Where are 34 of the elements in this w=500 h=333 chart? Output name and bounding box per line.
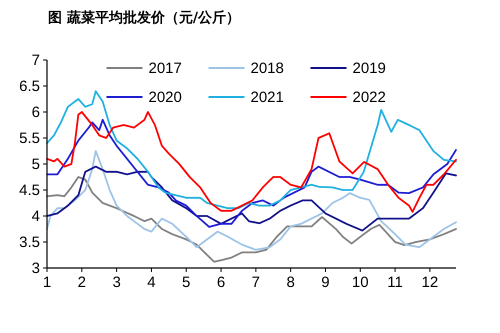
y-tick-label: 7 [32, 52, 40, 69]
x-tick-label: 12 [422, 274, 438, 291]
x-tick-label: 9 [321, 274, 330, 291]
x-tick-label: 2 [78, 274, 86, 291]
line-series [46, 111, 457, 213]
y-tick-label: 3.5 [19, 234, 40, 251]
x-tick-label: 4 [147, 274, 156, 291]
x-tick-label: 11 [387, 274, 403, 291]
x-tick-label: 3 [112, 274, 121, 291]
line-series [46, 90, 457, 210]
line-series [46, 118, 457, 228]
y-tick-label: 4 [32, 208, 40, 225]
legend-label: 2021 [250, 89, 284, 106]
legend-label: 2018 [250, 60, 284, 77]
y-tick-label: 5.5 [19, 130, 40, 147]
legend-label: 2022 [352, 89, 386, 106]
x-tick-label: 8 [286, 274, 295, 291]
chart-title: 图 蔬菜平均批发价（元/公斤） [48, 9, 240, 26]
y-tick-label: 6.5 [19, 78, 40, 95]
legend-label: 2017 [148, 60, 182, 77]
line-series [46, 176, 457, 263]
line-series [46, 166, 457, 232]
y-tick-label: 3 [32, 260, 40, 277]
x-tick-label: 6 [216, 274, 226, 291]
x-tick-label: 1 [42, 274, 52, 291]
y-tick-label: 4.5 [19, 182, 40, 199]
x-tick-label: 5 [182, 274, 190, 291]
y-tick-label: 5 [32, 156, 40, 173]
legend-label: 2019 [352, 60, 386, 77]
legend-label: 2020 [148, 89, 182, 106]
line-series [46, 150, 457, 251]
x-tick-label: 7 [252, 274, 260, 291]
y-tick-label: 6 [32, 104, 40, 121]
x-tick-label: 10 [352, 274, 369, 291]
